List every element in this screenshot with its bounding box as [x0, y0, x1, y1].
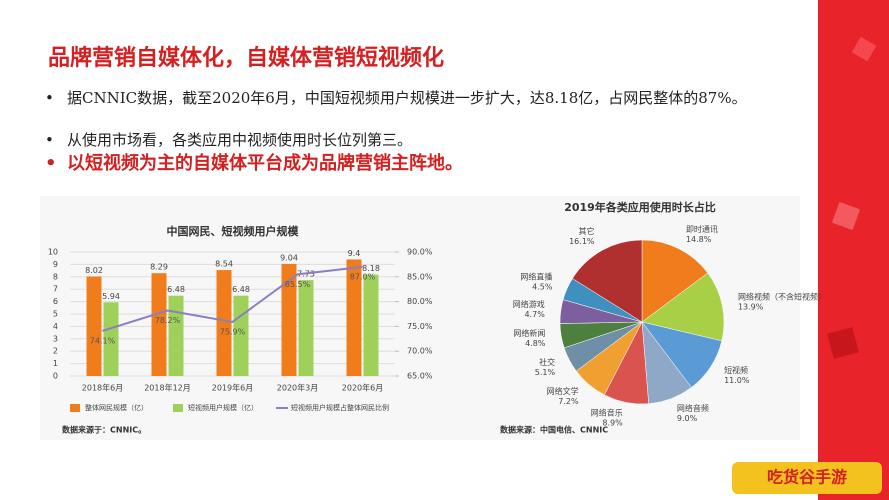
bar-label: 5.94: [102, 292, 120, 301]
y-tick-label: 4: [53, 322, 58, 331]
chart-title: 中国网民、短视频用户规模: [167, 224, 300, 238]
pie-label: 短视频: [724, 365, 748, 375]
y2-tick-label: 90.0%: [407, 248, 433, 257]
pie-label: 网络直播: [520, 272, 552, 282]
pie-label: 网络文学: [547, 386, 579, 396]
legend-label: 短视频用户规模（亿）: [188, 403, 258, 412]
legend-marker: [173, 404, 183, 412]
cube: [827, 327, 859, 359]
line-label: 78.2%: [155, 316, 181, 325]
pie-slice: [572, 239, 643, 323]
y2-tick-label: 80.0%: [407, 297, 433, 306]
x-tick-label: 2020年3月: [277, 383, 318, 393]
pie-label: 其它: [579, 226, 595, 236]
bar-label: 8.02: [85, 266, 103, 275]
bar: [233, 295, 249, 376]
pie-value-label: 13.9%: [738, 303, 764, 312]
line-label: 85.5%: [285, 280, 311, 289]
watermark-bg: [732, 462, 882, 494]
pie-label: 网络视频（不含短视频）: [738, 292, 826, 302]
y-tick-label: 1: [53, 359, 58, 368]
bar-label: 8.29: [150, 263, 168, 272]
chart-title: 2019年各类应用使用时长占比: [564, 200, 716, 214]
pie-label: 网络新闻: [513, 328, 545, 338]
bar: [298, 280, 314, 376]
legend-marker: [70, 404, 80, 412]
bar: [363, 274, 379, 376]
y2-tick-label: 75.0%: [407, 322, 433, 331]
bar: [216, 270, 232, 376]
pie-label: 网络音频: [677, 403, 709, 413]
legend-label: 整体网民规模（亿）: [85, 403, 148, 412]
bar-label: 9.4: [348, 249, 361, 258]
pie-label: 即时通讯: [686, 224, 718, 234]
cube: [831, 201, 861, 231]
y2-tick-label: 70.0%: [407, 347, 433, 356]
y-tick-label: 9: [53, 260, 58, 269]
side-band: [818, 0, 889, 500]
bar: [86, 276, 102, 376]
pie-slice: [641, 239, 709, 323]
x-tick-label: 2018年12月: [144, 383, 191, 393]
pie-value-label: 4.7%: [524, 310, 545, 319]
y-tick-label: 5: [53, 310, 58, 319]
bullet: 据CNNIC数据，截至2020年6月，中国短视频用户规模进一步扩大，达8.18亿…: [45, 89, 807, 108]
bar: [151, 273, 167, 376]
bar: [346, 259, 362, 376]
pie-value-label: 4.8%: [525, 339, 546, 348]
x-tick-label: 2018年6月: [82, 383, 123, 393]
y-tick-label: 3: [53, 334, 58, 343]
y-tick-label: 7: [53, 285, 58, 294]
pie-value-label: 9.0%: [677, 414, 698, 423]
pie-value-label: 4.5%: [532, 283, 553, 292]
bar-label: 8.18: [362, 264, 380, 273]
y-tick-label: 0: [53, 372, 58, 381]
bullet: 从使用市场看，各类应用中视频使用时长位列第三。: [45, 131, 807, 150]
slide-title: 品牌营销自媒体化，自媒体营销短视频化: [48, 46, 445, 71]
bar-label: 8.54: [215, 260, 233, 269]
line-label: 87.0%: [350, 272, 376, 281]
pie-value-label: 8.9%: [602, 419, 623, 428]
pie-label: 网络游戏: [513, 299, 545, 309]
bar-label: 6.48: [232, 285, 250, 294]
line-label: 74.1%: [90, 336, 116, 345]
y2-tick-label: 65.0%: [407, 372, 433, 381]
source-note: 数据来源：中国电信、CNNIC: [500, 425, 608, 435]
pie-value-label: 7.2%: [558, 397, 579, 406]
watermark: 吃货谷手游: [767, 468, 847, 487]
x-tick-label: 2020年6月: [342, 383, 383, 393]
bar: [281, 263, 297, 376]
pie-value-label: 5.1%: [535, 368, 556, 377]
pie-value-label: 16.1%: [569, 237, 595, 246]
y-tick-label: 2: [53, 347, 58, 356]
line: [102, 265, 363, 332]
y2-tick-label: 85.0%: [407, 272, 433, 281]
cube: [851, 36, 877, 62]
bar-label: 9.04: [280, 253, 298, 262]
line-label: 75.9%: [220, 327, 246, 336]
y-tick-label: 6: [53, 297, 58, 306]
y-tick-label: 10: [48, 248, 58, 257]
y-tick-label: 8: [53, 272, 58, 281]
bar: [103, 302, 119, 376]
bar-label: 6.48: [167, 285, 185, 294]
bullet: 以短视频为主的自媒体平台成为品牌营销主阵地。: [45, 154, 807, 173]
bar: [168, 295, 184, 376]
pie-slice: [641, 272, 725, 342]
pie-label: 社交: [539, 357, 555, 367]
pie-value-label: 14.8%: [686, 235, 712, 244]
x-tick-label: 2019年6月: [212, 383, 253, 393]
source-note: 数据来源于：CNNIC。: [62, 425, 146, 435]
legend-label: 短视频用户规模占整体网民比例: [291, 403, 389, 412]
pie-value-label: 11.0%: [724, 376, 750, 385]
pie-label: 网络音乐: [591, 408, 623, 418]
